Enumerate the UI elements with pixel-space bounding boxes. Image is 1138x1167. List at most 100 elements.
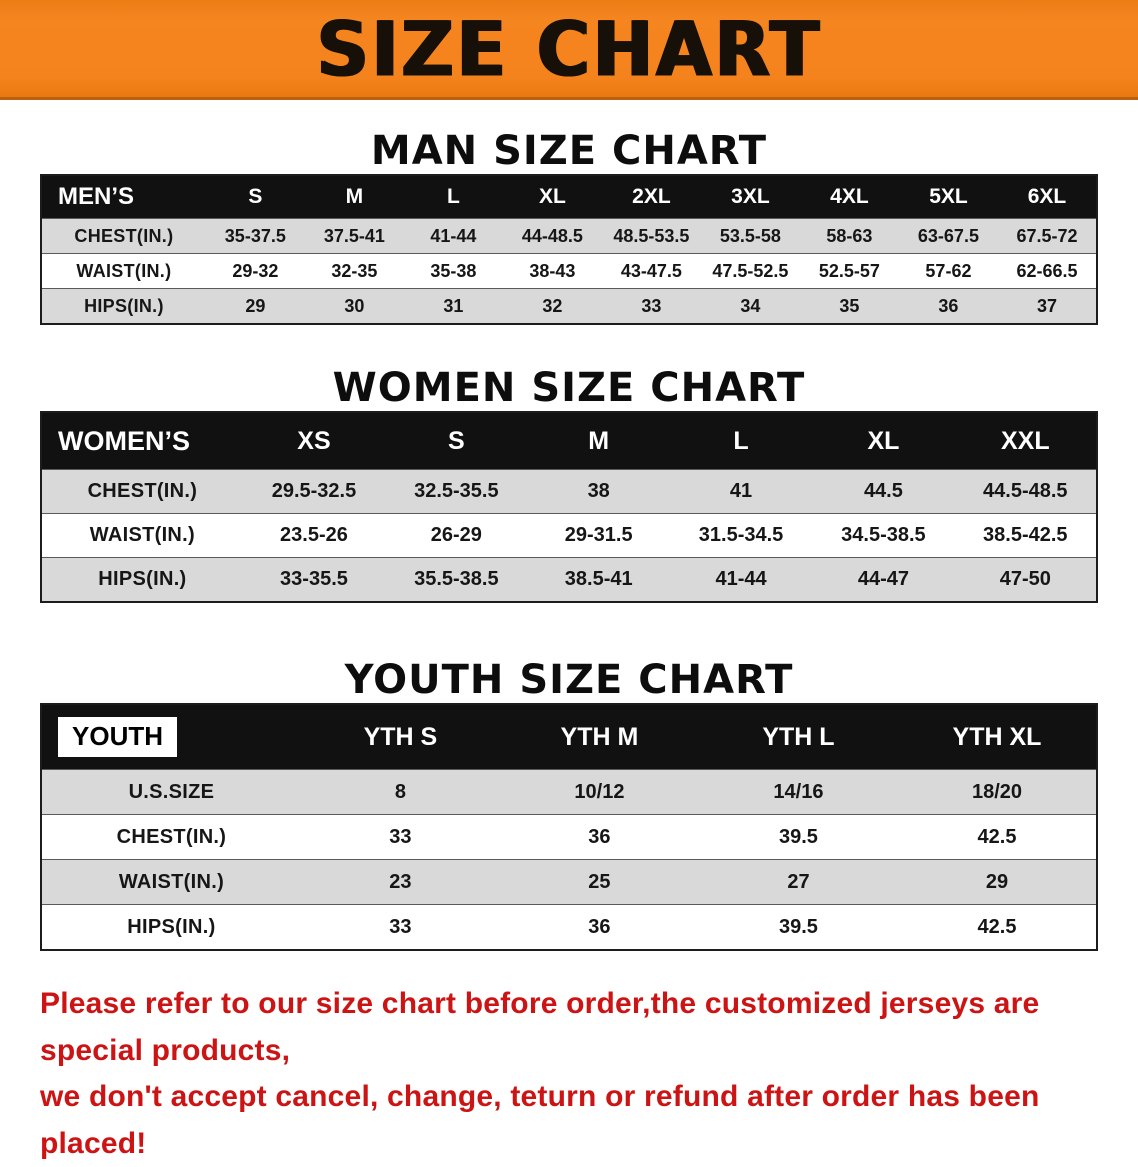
size-value-cell: 41 [669,469,813,514]
row-label: WAIST(IN.) [41,859,301,905]
women-size-table: WOMEN’S XS S M L XL XXL CHEST(IN.) 29.5-32.5 32.5… [40,411,1098,603]
size-value-cell: 10/12 [499,769,699,815]
size-value-cell: 44-48.5 [502,218,602,254]
size-column-header: 4XL [799,175,899,219]
youth-size-chart-section: YOUTH SIZE CHART YOUTH YTH S YTH M YTH L YTH… [0,657,1138,951]
table-row: CHEST(IN.) 35-37.5 37.5-41 41-44 44-48.5 48.5… [41,218,1097,254]
size-value-cell: 38 [527,469,670,514]
size-column-header: 6XL [997,175,1097,219]
header-label: L [446,185,460,208]
size-value-cell: 48.5-53.5 [601,218,701,254]
size-value-cell: 30 [304,288,404,324]
table-row: CHEST(IN.) 33 36 39.5 42.5 [41,814,1097,860]
size-column-header: 3XL [700,175,800,219]
size-value-cell: 36 [499,814,699,860]
header-label: 2XL [632,185,671,208]
header-label: MEN’S [58,183,135,210]
disclaimer-line-2: we don't accept cancel, change, teturn o… [40,1080,1040,1160]
size-column-header: XS [242,412,386,470]
row-label: HIPS(IN.) [41,557,243,602]
header-label: S [447,426,465,455]
header-label: M [588,426,610,455]
size-value-cell: 23.5-26 [242,513,386,558]
header-label: S [248,185,263,208]
size-value-cell: 42.5 [897,814,1097,860]
size-value-cell: 26-29 [385,513,528,558]
size-value-cell: 33 [300,814,500,860]
size-value-cell: 39.5 [698,814,898,860]
size-column-header: S [385,412,528,470]
header-label: L [733,426,749,455]
size-value-cell: 18/20 [897,769,1097,815]
size-value-cell: 29-32 [205,253,305,289]
size-value-cell: 38.5-41 [527,557,670,602]
size-value-cell: 38.5-42.5 [954,513,1097,558]
table-row: HIPS(IN.) 33-35.5 35.5-38.5 38.5-41 41-44 44-… [41,557,1097,602]
size-value-cell: 63-67.5 [898,218,998,254]
size-value-cell: 36 [898,288,998,324]
size-value-cell: 31 [403,288,503,324]
size-value-cell: 29 [897,859,1097,905]
size-column-header: YTH L [698,704,898,770]
size-value-cell: 47-50 [954,557,1097,602]
size-column-header: M [527,412,670,470]
row-label: HIPS(IN.) [41,288,206,324]
size-value-cell: 37.5-41 [304,218,404,254]
man-size-chart-heading: MAN SIZE CHART [370,128,768,174]
size-column-header: S [205,175,305,219]
size-column-header: L [669,412,813,470]
size-value-cell: 42.5 [897,904,1097,950]
size-value-cell: 27 [698,859,898,905]
size-value-cell: 57-62 [898,253,998,289]
size-value-cell: 29.5-32.5 [242,469,386,514]
header-label: XXL [1000,426,1050,455]
header-label: 6XL [1027,185,1067,208]
size-value-cell: 52.5-57 [799,253,899,289]
size-value-cell: 35 [799,288,899,324]
table-row: WAIST(IN.) 23.5-26 26-29 29-31.5 31.5-34.5 34… [41,513,1097,558]
size-value-cell: 39.5 [698,904,898,950]
table-title-cell: YOUTH [41,704,301,770]
size-value-cell: 53.5-58 [700,218,800,254]
size-column-header: L [403,175,503,219]
size-value-cell: 36 [499,904,699,950]
size-column-header: XL [502,175,602,219]
size-value-cell: 33 [300,904,500,950]
size-value-cell: 14/16 [698,769,898,815]
size-value-cell: 31.5-34.5 [669,513,813,558]
size-column-header: YTH XL [897,704,1097,770]
header-row: YOUTH YTH S YTH M YTH L YTH XL [41,704,1097,770]
size-value-cell: 47.5-52.5 [700,253,800,289]
size-value-cell: 58-63 [799,218,899,254]
table-row: WAIST(IN.) 23 25 27 29 [41,859,1097,905]
header-label: 3XL [731,185,770,208]
size-value-cell: 43-47.5 [601,253,701,289]
size-value-cell: 8 [300,769,500,815]
row-label: HIPS(IN.) [41,904,301,950]
size-value-cell: 32-35 [304,253,404,289]
header-label: WOMEN’S [58,425,190,456]
size-value-cell: 23 [300,859,500,905]
table-title-cell: WOMEN’S [41,412,243,470]
youth-size-table: YOUTH YTH S YTH M YTH L YTH XL U.S.SIZE 8 10/12… [40,703,1098,951]
women-size-chart-heading: WOMEN SIZE CHART [332,365,806,411]
size-value-cell: 44.5-48.5 [954,469,1097,514]
size-value-cell: 32.5-35.5 [385,469,528,514]
size-value-cell: 35-37.5 [205,218,305,254]
size-value-cell: 34.5-38.5 [812,513,955,558]
header-label: YOUTH [58,717,177,757]
banner-title: SIZE CHART [316,4,822,93]
size-value-cell: 35-38 [403,253,503,289]
men-size-table: MEN’S S M L XL 2XL 3XL 4XL 5XL 6XL CHEST(IN.) 35-37… [40,174,1098,325]
table-title-cell: MEN’S [41,175,206,219]
women-size-chart-section: WOMEN SIZE CHART WOMEN’S XS S M L XL XXL CHEST(… [0,365,1138,603]
size-value-cell: 29 [205,288,305,324]
size-column-header: 2XL [601,175,701,219]
size-value-cell: 44-47 [812,557,955,602]
table-row: CHEST(IN.) 29.5-32.5 32.5-35.5 38 41 44.5 44.5… [41,469,1097,514]
row-label: CHEST(IN.) [41,814,301,860]
size-column-header: YTH S [300,704,500,770]
size-column-header: XXL [954,412,1097,470]
header-label: 5XL [929,185,968,208]
